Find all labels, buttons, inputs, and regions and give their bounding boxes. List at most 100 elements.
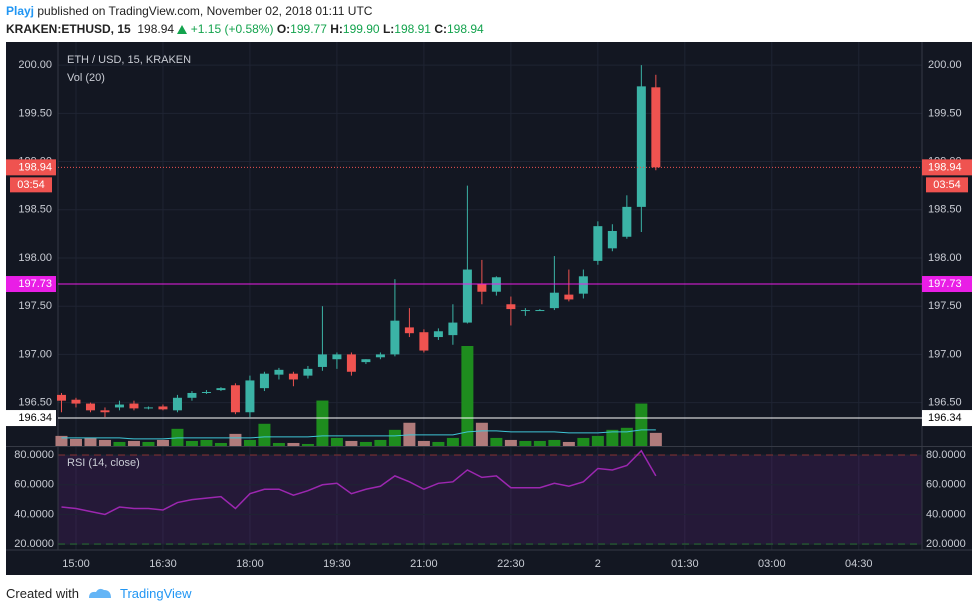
candle-body: [245, 380, 255, 413]
volume-bar: [548, 439, 561, 446]
candle-body: [172, 397, 182, 411]
chart: 15:00 16:30 18:00 19:30 21:00 22:30 2 01:30 03:0…: [6, 42, 972, 575]
price-label-box: [922, 410, 972, 427]
countdown-box: [10, 177, 52, 193]
candle-body: [564, 294, 574, 300]
y-tick-label: 199.50: [928, 107, 962, 119]
candle-body: [201, 392, 211, 394]
candle-body: [404, 327, 414, 334]
volume-bar: [504, 439, 517, 446]
candle-body: [56, 394, 66, 401]
y-tick-label: 198.50: [928, 204, 962, 216]
symbol: KRAKEN:ETHUSD, 15: [6, 22, 131, 36]
candle-body: [651, 87, 661, 168]
candle-body: [448, 322, 458, 336]
volume-bar: [142, 441, 155, 446]
rsi-tick-label: 40.0000: [14, 508, 54, 520]
volume-bar: [606, 429, 619, 446]
candle-body: [433, 331, 443, 338]
background: [6, 42, 972, 575]
volume-bar: [359, 441, 372, 446]
candle-body: [129, 403, 139, 409]
candle-body: [187, 392, 197, 398]
y-tick-label: 198.50: [18, 204, 52, 216]
rsi-tick-label: 80.0000: [926, 449, 966, 461]
candle-body: [230, 385, 240, 413]
candle-body: [346, 354, 356, 372]
x-tick-label: 15:00: [62, 558, 90, 570]
volume-bar: [185, 440, 198, 446]
y-tick-label: 197.50: [18, 300, 52, 312]
candle-body: [549, 292, 559, 309]
footer: Created with TradingView: [0, 575, 979, 612]
volume-bar: [98, 439, 111, 446]
volume-bar: [432, 441, 445, 446]
ohlc-fields: O:199.77 H:199.90 L:198.91 C:198.94: [277, 22, 484, 36]
field-label: L:: [382, 22, 395, 36]
volume-bar: [417, 440, 430, 446]
price-label-box: [6, 410, 56, 427]
x-tick-label: 18:00: [236, 558, 264, 570]
candle-body: [506, 304, 516, 310]
field-value: 199.77: [290, 22, 327, 36]
brand[interactable]: TradingView: [120, 586, 192, 601]
candle-body: [332, 354, 342, 360]
candle-body: [288, 373, 298, 380]
price-label-box: [922, 159, 972, 176]
x-tick-label: 01:30: [671, 558, 699, 570]
volume-bar: [620, 427, 633, 446]
candle-body: [419, 332, 429, 351]
volume-bar: [243, 439, 256, 446]
candle-body: [535, 310, 545, 312]
candle-body: [477, 284, 487, 292]
volume-bar: [156, 439, 169, 446]
field-value: 198.91: [394, 22, 431, 36]
field-label: O:: [276, 22, 291, 36]
volume-bar: [533, 440, 546, 446]
volume-bar: [591, 435, 604, 446]
candle-body: [143, 407, 153, 409]
price-label: 197.73: [928, 278, 962, 290]
logo: [88, 588, 111, 598]
price-label: 198.94: [928, 161, 962, 173]
candle-body: [216, 388, 226, 391]
author[interactable]: Playj: [6, 4, 35, 18]
volume-bar: [200, 439, 213, 446]
price-label: 197.73: [18, 278, 52, 290]
candle-body: [274, 369, 284, 375]
rsi-legend: RSI (14, close): [67, 457, 140, 469]
candle-body: [100, 410, 110, 413]
candle-body: [303, 368, 313, 376]
candle-body: [85, 403, 95, 411]
volume-bar: [258, 423, 271, 446]
created-with: Created with: [6, 586, 79, 601]
publish-line: Playj published on TradingView.com, Nove…: [6, 0, 979, 20]
candle-body: [462, 269, 472, 323]
quote-line: KRAKEN:ETHUSD, 15 198.94 +1.15 (+0.58%) …: [6, 20, 979, 38]
volume-bar: [374, 439, 387, 446]
volume-bar: [649, 432, 662, 446]
candle-body: [578, 276, 588, 294]
price-label: 196.34: [18, 412, 52, 424]
countdown: 03:54: [933, 179, 961, 191]
x-tick-label: 03:00: [758, 558, 786, 570]
y-tick-label: 198.00: [18, 252, 52, 264]
rsi-tick-label: 20.0000: [926, 538, 966, 550]
volume-bar: [403, 422, 416, 446]
y-tick-label: 197.50: [928, 300, 962, 312]
candle-body: [71, 399, 81, 404]
volume-bar: [330, 437, 343, 446]
x-tick-label: 16:30: [149, 558, 177, 570]
volume-bar: [55, 435, 68, 446]
y-tick-label: 197.00: [928, 348, 962, 360]
field-value: 199.90: [342, 22, 380, 36]
countdown: 03:54: [17, 179, 45, 191]
field-label: C:: [434, 22, 447, 36]
x-tick-label: 2: [595, 558, 601, 570]
volume-bar: [214, 442, 227, 446]
price-label-box: [6, 159, 56, 176]
volume-ma: [61, 429, 656, 440]
candle-body: [158, 406, 168, 410]
candle-body: [375, 354, 385, 358]
